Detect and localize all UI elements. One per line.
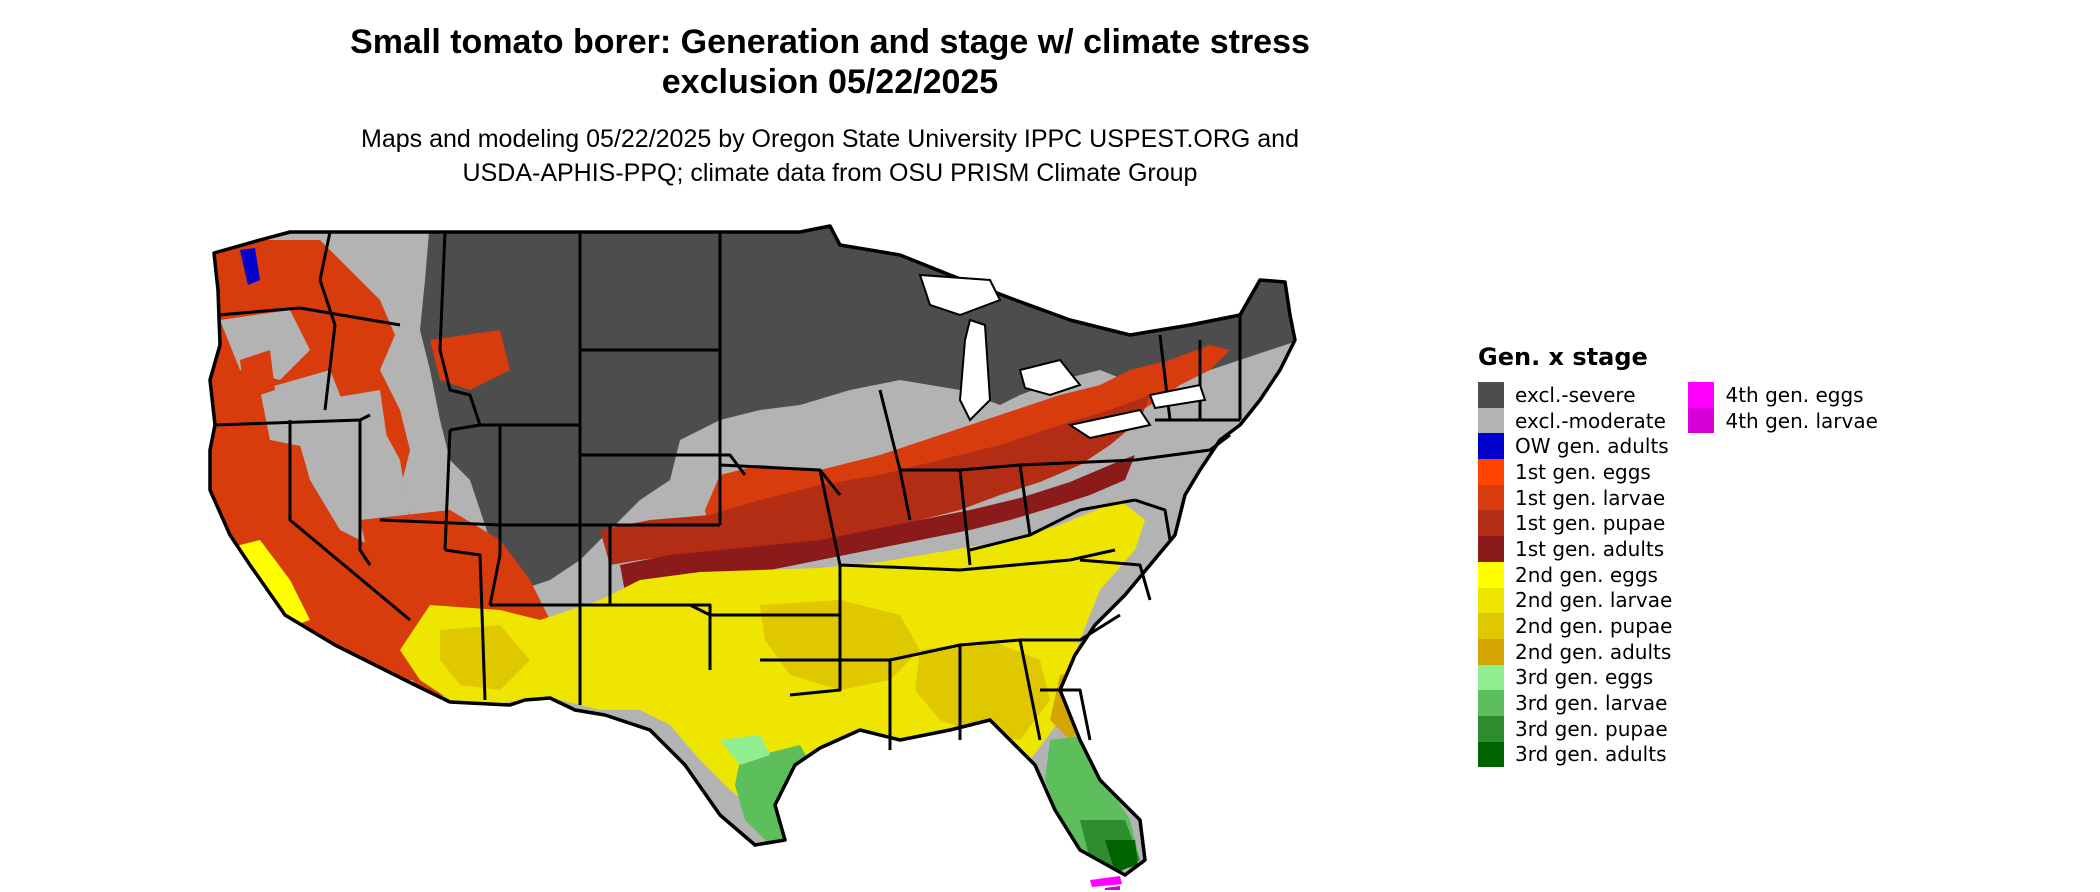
legend-item: 4th gen. larvae [1688,407,1878,434]
legend-item: 3rd gen. larvae [1478,690,1672,716]
legend-label: 1st gen. pupae [1515,511,1666,536]
legend-item: 1st gen. larvae [1478,484,1672,511]
legend-label: 1st gen. larvae [1515,485,1666,510]
legend-label: excl.-moderate [1515,408,1666,433]
legend-swatch [1478,587,1504,614]
legend-item: 3rd gen. adults [1478,741,1672,768]
legend-label: 3rd gen. pupae [1515,716,1668,741]
legend-swatch [1478,638,1504,665]
legend-swatch [1478,715,1504,742]
legend-item: excl.-severe [1478,382,1672,408]
legend-swatch [1478,382,1504,408]
legend-item: 1st gen. eggs [1478,459,1672,485]
legend-item: 2nd gen. pupae [1478,613,1672,639]
legend-label: 3rd gen. larvae [1515,691,1668,716]
legend-swatch [1478,510,1504,537]
legend-label: 2nd gen. eggs [1515,562,1658,587]
legend-column-2: 4th gen. eggs 4th gen. larvae [1688,382,1878,767]
us-stage-map [208,224,1297,890]
map-title-line-2: exclusion 05/22/2025 [661,63,999,101]
legend-item: 1st gen. pupae [1478,510,1672,537]
legend-label: 4th gen. eggs [1725,382,1864,407]
legend: Gen. x stage excl.-severe excl.-moderate O… [1478,342,1878,768]
legend-item: 1st gen. adults [1478,536,1672,562]
legend-item: 2nd gen. eggs [1478,561,1672,588]
legend-swatch [1688,382,1715,408]
legend-swatch [1478,407,1504,434]
legend-item: 2nd gen. larvae [1478,587,1673,614]
legend-title: Gen. x stage [1478,343,1648,371]
map-subtitle: Maps and modeling 05/22/2025 by Oregon S… [230,122,1430,190]
legend-swatch [1478,741,1504,768]
legend-label: 3rd gen. adults [1515,742,1667,767]
legend-swatch [1478,536,1504,562]
legend-swatch [1478,690,1504,716]
legend-label: 4th gen. larvae [1725,408,1878,433]
legend-swatch [1478,459,1504,485]
legend-label: 1st gen. adults [1515,536,1665,561]
legend-item: 4th gen. eggs [1688,382,1877,408]
legend-columns: excl.-severe excl.-moderate OW gen. adults… [1478,382,1878,768]
legend-swatch [1478,484,1504,511]
map-title: Small tomato borer: Generation and stage… [230,22,1430,102]
legend-item: 3rd gen. eggs [1478,664,1672,691]
legend-swatch [1478,433,1504,460]
legend-label: excl.-severe [1515,382,1636,407]
legend-label: 3rd gen. eggs [1515,665,1654,690]
legend-item: 2nd gen. adults [1478,638,1672,665]
legend-item: excl.-moderate [1478,407,1672,434]
legend-swatch [1478,561,1504,588]
legend-label: 2nd gen. larvae [1515,588,1673,613]
legend-swatch [1478,664,1504,691]
map-subtitle-line-1: Maps and modeling 05/22/2025 by Oregon S… [361,125,1299,153]
map-title-line-1: Small tomato borer: Generation and stage… [350,23,1310,61]
map-subtitle-line-2: USDA-APHIS-PPQ; climate data from OSU PR… [462,159,1198,187]
legend-label: 2nd gen. pupae [1515,614,1673,639]
legend-label: OW gen. adults [1515,434,1669,459]
legend-item: 3rd gen. pupae [1478,715,1672,742]
legend-label: 1st gen. eggs [1515,459,1651,484]
legend-swatch [1688,407,1715,434]
legend-item: OW gen. adults [1478,433,1672,460]
legend-swatch [1478,613,1504,639]
legend-label: 2nd gen. adults [1515,639,1672,664]
legend-column-1: excl.-severe excl.-moderate OW gen. adults… [1478,382,1673,768]
